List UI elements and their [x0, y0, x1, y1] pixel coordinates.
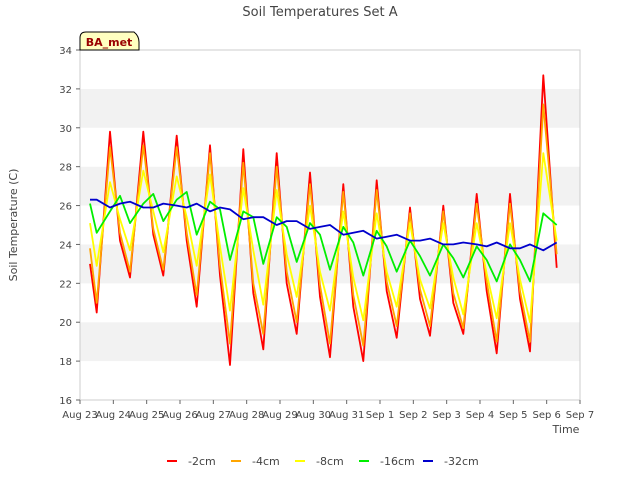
x-tick-label: Sep 7	[566, 410, 594, 421]
annotation-box-shape	[79, 31, 140, 51]
legend-label: -8cm	[316, 455, 344, 468]
x-tick-label: Sep 3	[432, 410, 460, 421]
legend-item: -2cm	[167, 455, 216, 468]
y-tick-label: 32	[59, 85, 72, 96]
y-tick-label: 28	[59, 163, 72, 174]
y-axis: 16 18 20 22 24 26 28 30 32 34	[59, 46, 80, 407]
plot-band	[80, 50, 580, 89]
y-axis-label: Soil Temperature (C)	[7, 169, 20, 282]
y-tick-label: 20	[59, 318, 72, 329]
x-tick-label: Aug 26	[162, 410, 197, 421]
series-line-16cm	[89, 190, 558, 283]
y-tick-label: 24	[59, 240, 72, 251]
series-line-2cm	[89, 74, 558, 366]
x-tick-label: Sep 6	[532, 410, 560, 421]
y-tick-label: 26	[59, 202, 72, 213]
x-tick-label: Aug 31	[329, 410, 364, 421]
y-tick-label: 22	[59, 279, 72, 290]
legend: -2cm -4cm -8cm -16cm -32cm	[167, 455, 479, 468]
y-tick-label: 34	[59, 46, 72, 57]
series-line-8cm	[89, 152, 558, 324]
x-tick-label: Aug 24	[96, 410, 131, 421]
x-tick-label: Aug 23	[62, 410, 97, 421]
legend-item: -8cm	[295, 455, 344, 468]
x-tick-label: Aug 28	[229, 410, 264, 421]
plot-band	[80, 283, 580, 323]
plot-frame	[79, 49, 581, 401]
series-line-4cm	[89, 103, 558, 347]
x-tick-label: Aug 25	[129, 410, 164, 421]
series-line-32cm	[90, 198, 558, 252]
x-tick-label: Aug 27	[196, 410, 231, 421]
y-tick-label: 18	[59, 357, 72, 368]
legend-label: -2cm	[188, 455, 216, 468]
plot-band	[80, 127, 580, 167]
legend-item: -16cm	[359, 455, 415, 468]
annotation-box: BA_met	[79, 31, 140, 51]
x-tick-label: Sep 5	[499, 410, 527, 421]
y-tick-label: 30	[59, 124, 72, 135]
plot-band	[80, 166, 580, 206]
y-tick-label: 16	[59, 396, 72, 407]
plot-band	[80, 361, 580, 400]
legend-item: -32cm	[423, 455, 479, 468]
annotation-label: BA_met	[86, 36, 133, 49]
chart-title: Soil Temperatures Set A	[242, 5, 397, 20]
x-tick-label: Sep 1	[366, 410, 394, 421]
legend-label: -32cm	[444, 455, 479, 468]
x-tick-label: Aug 30	[296, 410, 331, 421]
legend-item: -4cm	[231, 455, 280, 468]
x-tick-label: Sep 2	[399, 410, 427, 421]
legend-label: -4cm	[252, 455, 280, 468]
x-tick-label: Aug 29	[262, 410, 297, 421]
legend-label: -16cm	[380, 455, 415, 468]
series-lines	[89, 74, 558, 366]
x-axis-label: Time	[552, 423, 580, 436]
x-tick-label: Sep 4	[466, 410, 494, 421]
plot-band	[80, 88, 580, 128]
